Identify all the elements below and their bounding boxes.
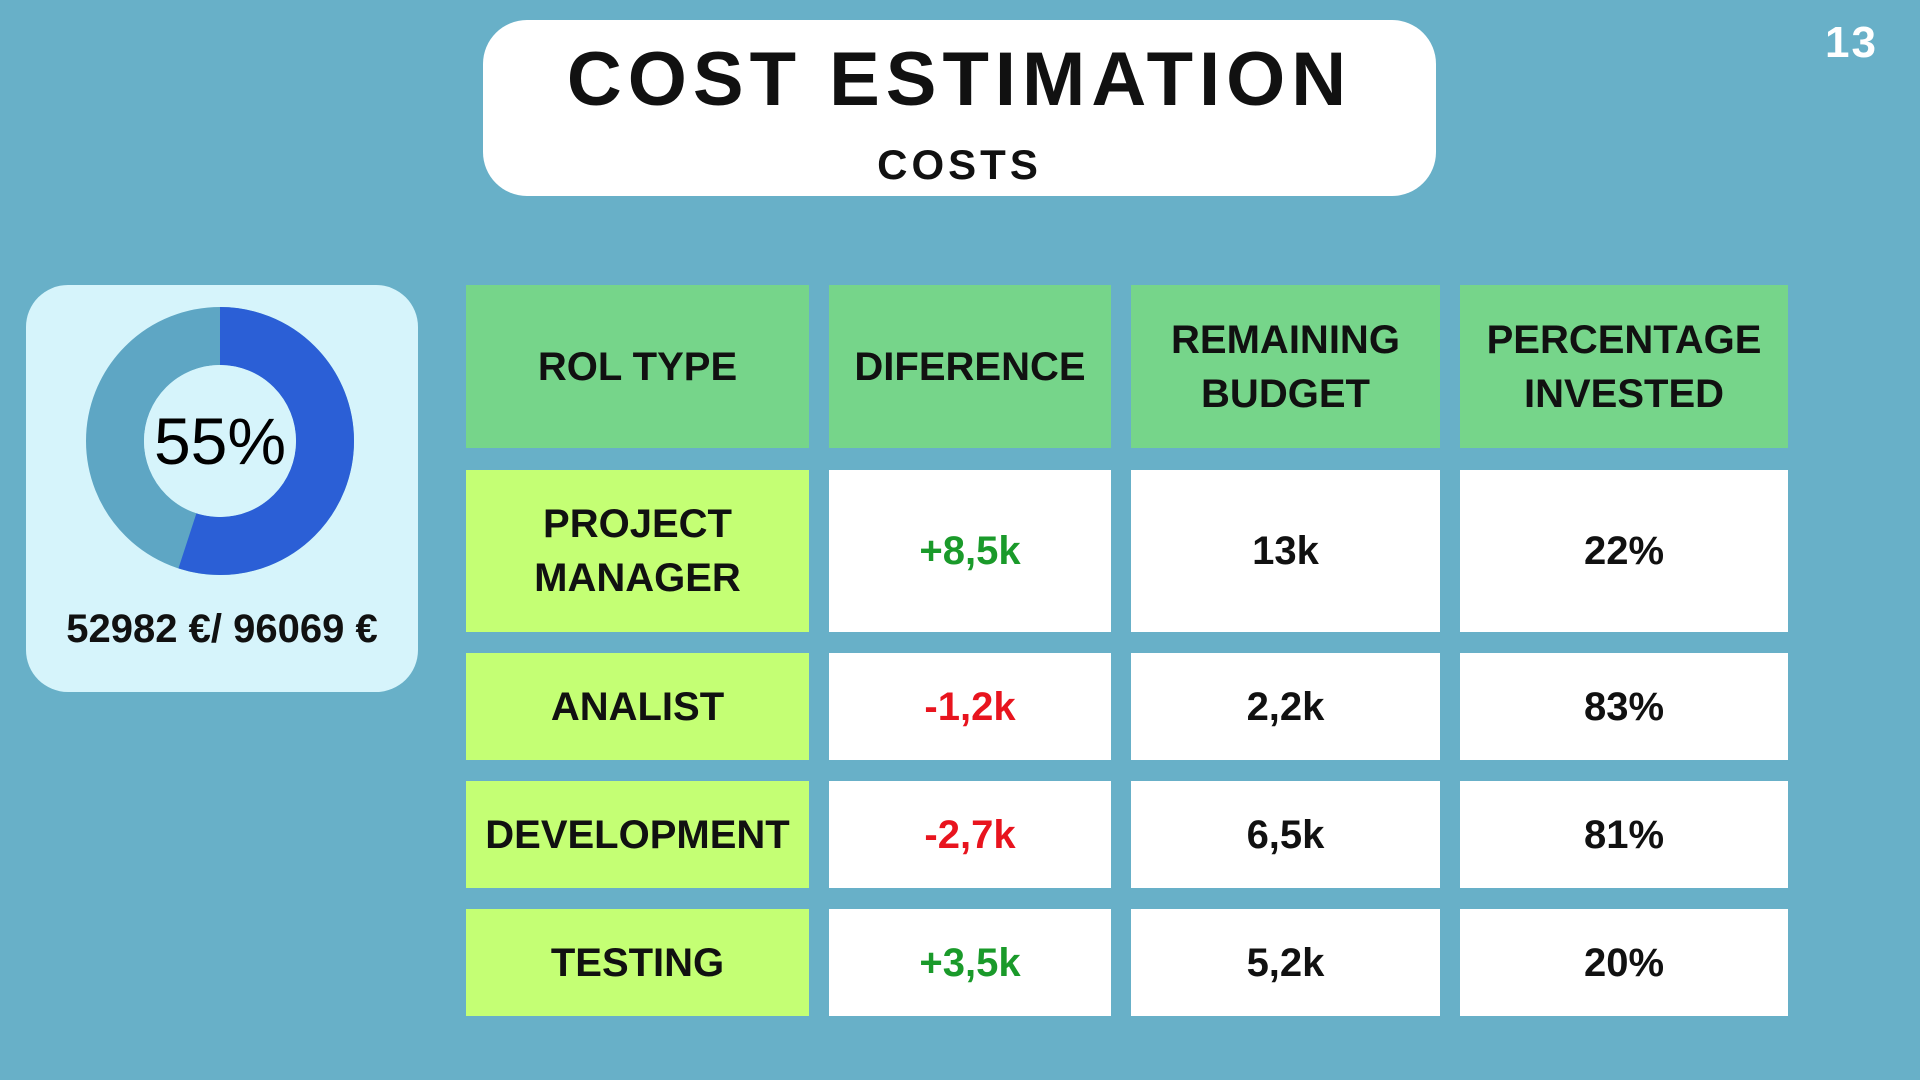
header-remaining-budget: REMAINING BUDGET: [1131, 285, 1440, 448]
donut-hole: [144, 365, 296, 517]
role-cell: DEVELOPMENT: [466, 781, 809, 888]
role-cell: ANALIST: [466, 653, 809, 760]
budget-percent-label: 55%: [153, 404, 287, 478]
page-subtitle: COSTS: [877, 141, 1042, 188]
page-number: 13: [1825, 18, 1878, 67]
budget-card: 55% 52982 €/ 96069 €: [26, 285, 418, 692]
role-cell: TESTING: [466, 909, 809, 1016]
difference-cell: -1,2k: [829, 653, 1111, 760]
difference-cell: +3,5k: [829, 909, 1111, 1016]
remaining-cell: 5,2k: [1131, 909, 1440, 1016]
remaining-cell: 2,2k: [1131, 653, 1440, 760]
difference-cell: -2,7k: [829, 781, 1111, 888]
difference-cell: +8,5k: [829, 470, 1111, 632]
budget-donut-chart: [86, 307, 354, 575]
role-cell: PROJECT MANAGER: [466, 470, 809, 632]
header-percentage-invested: PERCENTAGE INVESTED: [1460, 285, 1788, 448]
percentage-cell: 81%: [1460, 781, 1788, 888]
donut-filled-ring: [86, 307, 354, 575]
percentage-cell: 20%: [1460, 909, 1788, 1016]
percentage-cell: 83%: [1460, 653, 1788, 760]
budget-amount: 52982 €/ 96069 €: [66, 607, 378, 651]
title-card: COST ESTIMATION COSTS: [483, 20, 1436, 196]
page-title: COST ESTIMATION: [566, 37, 1353, 122]
percentage-cell: 22%: [1460, 470, 1788, 632]
header-diference: DIFERENCE: [829, 285, 1111, 448]
remaining-cell: 13k: [1131, 470, 1440, 632]
header-rol-type: ROL TYPE: [466, 285, 809, 448]
donut-svg: [86, 307, 354, 575]
remaining-cell: 6,5k: [1131, 781, 1440, 888]
